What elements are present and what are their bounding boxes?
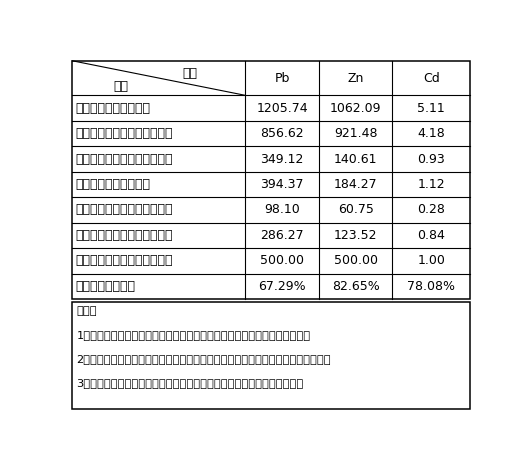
Bar <box>72 61 470 299</box>
Text: 78.08%: 78.08% <box>407 280 455 293</box>
Text: 67.29%: 67.29% <box>258 280 306 293</box>
Text: 处理前土壤重金属残遗态含量: 处理前土壤重金属残遗态含量 <box>76 152 173 165</box>
Text: 处理前土壤重金属有效态含量: 处理前土壤重金属有效态含量 <box>76 127 173 140</box>
Text: 土壤重金属去除率: 土壤重金属去除率 <box>76 280 135 293</box>
Text: 2）土壤重金属残遗态包括：碳酸盐结合态、铁锰结合态和残渣态三种重金属形态；: 2）土壤重金属残遗态包括：碳酸盐结合态、铁锰结合态和残渣态三种重金属形态； <box>76 354 331 364</box>
Text: 处理后土壤重金属有效态含量: 处理后土壤重金属有效态含量 <box>76 203 173 217</box>
Text: 农田土壤重金属标准（三级）: 农田土壤重金属标准（三级） <box>76 255 173 267</box>
Text: 1062.09: 1062.09 <box>330 102 381 115</box>
Text: 1.00: 1.00 <box>417 255 445 267</box>
Text: 元素: 元素 <box>183 67 197 80</box>
Text: 500.00: 500.00 <box>260 255 304 267</box>
Text: Cd: Cd <box>423 72 440 85</box>
Text: 500.00: 500.00 <box>334 255 378 267</box>
Text: 4.18: 4.18 <box>417 127 445 140</box>
Text: 286.27: 286.27 <box>260 229 304 242</box>
Text: 140.61: 140.61 <box>334 152 377 165</box>
Text: 备注：: 备注： <box>76 306 97 316</box>
Text: 0.28: 0.28 <box>417 203 445 217</box>
Bar <box>72 302 470 409</box>
Text: 5.11: 5.11 <box>417 102 445 115</box>
Text: 349.12: 349.12 <box>260 152 304 165</box>
Text: 0.84: 0.84 <box>417 229 445 242</box>
Text: Zn: Zn <box>348 72 364 85</box>
Text: 394.37: 394.37 <box>260 178 304 191</box>
Text: Pb: Pb <box>275 72 290 85</box>
Text: 1）土壤重金属有效态包括：水溶态、交换态和有机结合态三种重金属形态；: 1）土壤重金属有效态包括：水溶态、交换态和有机结合态三种重金属形态； <box>76 330 311 340</box>
Text: 处理前土壤重金属总量: 处理前土壤重金属总量 <box>76 102 151 115</box>
Text: 1205.74: 1205.74 <box>256 102 308 115</box>
Text: 1.12: 1.12 <box>417 178 445 191</box>
Text: 处理后土壤重金属总量: 处理后土壤重金属总量 <box>76 178 151 191</box>
Text: 82.65%: 82.65% <box>332 280 379 293</box>
Text: 856.62: 856.62 <box>260 127 304 140</box>
Text: 123.52: 123.52 <box>334 229 377 242</box>
Text: 处理后土壤重金属残遗态含量: 处理后土壤重金属残遗态含量 <box>76 229 173 242</box>
Text: 921.48: 921.48 <box>334 127 377 140</box>
Text: 0.93: 0.93 <box>417 152 445 165</box>
Text: 184.27: 184.27 <box>334 178 377 191</box>
Text: 98.10: 98.10 <box>264 203 300 217</box>
Text: 指标: 指标 <box>113 80 128 93</box>
Text: 60.75: 60.75 <box>338 203 373 217</box>
Text: 3）土壤重金属去除率以处理前总量扣除处理后总量再除以处理前总量计。: 3）土壤重金属去除率以处理前总量扣除处理后总量再除以处理前总量计。 <box>76 378 304 388</box>
